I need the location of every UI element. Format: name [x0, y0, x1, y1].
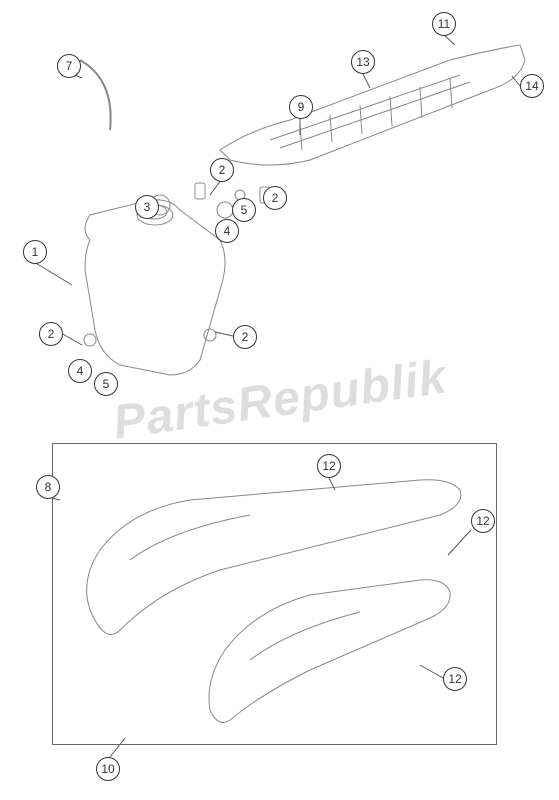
- callout-label: 10: [101, 762, 114, 776]
- callout-label: 2: [242, 330, 249, 344]
- callout-13: 13: [351, 50, 375, 74]
- side-panel-right-outline: [200, 570, 460, 730]
- callout-label: 4: [224, 224, 231, 238]
- callout-label: 4: [77, 364, 84, 378]
- callout-label: 13: [356, 55, 369, 69]
- callout-label: 12: [476, 514, 489, 528]
- callout-label: 12: [322, 459, 335, 473]
- callout-label: 12: [448, 672, 461, 686]
- seat-outline: [210, 30, 530, 170]
- callout-label: 11: [438, 17, 450, 31]
- callout-10: 10: [96, 757, 120, 781]
- callout-9: 9: [289, 95, 313, 119]
- callout-label: 2: [48, 327, 55, 341]
- callout-12: 12: [443, 667, 467, 691]
- callout-5: 5: [232, 198, 256, 222]
- callout-label: 2: [219, 163, 226, 177]
- callout-label: 1: [32, 245, 39, 259]
- exploded-diagram: 1 2 2 2 2 3 4 4 5 5 7 8 9 10 11 12 12 12…: [0, 0, 559, 800]
- callout-4: 4: [215, 219, 239, 243]
- callout-label: 8: [45, 480, 52, 494]
- callout-3: 3: [135, 195, 159, 219]
- callout-12: 12: [471, 509, 495, 533]
- callout-12: 12: [317, 454, 341, 478]
- callout-2: 2: [263, 186, 287, 210]
- callout-label: 5: [241, 203, 248, 217]
- callout-2: 2: [39, 322, 63, 346]
- callout-label: 2: [272, 191, 279, 205]
- callout-7: 7: [57, 54, 81, 78]
- hardware-outline: [140, 175, 280, 235]
- callout-label: 5: [103, 377, 110, 391]
- callout-11: 11: [432, 12, 456, 36]
- callout-2: 2: [233, 325, 257, 349]
- callout-14: 14: [520, 74, 544, 98]
- callout-2: 2: [210, 158, 234, 182]
- callout-5: 5: [94, 372, 118, 396]
- callout-4: 4: [68, 359, 92, 383]
- callout-label: 7: [66, 59, 73, 73]
- callout-1: 1: [23, 240, 47, 264]
- callout-label: 3: [144, 200, 151, 214]
- callout-8: 8: [36, 475, 60, 499]
- callout-label: 9: [298, 100, 305, 114]
- callout-label: 14: [525, 79, 538, 93]
